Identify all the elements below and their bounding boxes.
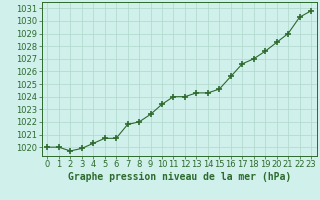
X-axis label: Graphe pression niveau de la mer (hPa): Graphe pression niveau de la mer (hPa): [68, 172, 291, 182]
